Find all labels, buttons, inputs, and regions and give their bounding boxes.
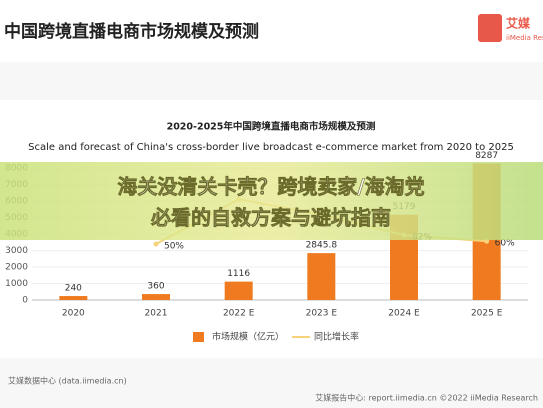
x-tick-label: 2022 E — [223, 309, 255, 319]
banner — [0, 162, 543, 240]
legend-label: 市场规模（亿元） — [212, 331, 284, 343]
y-tick-label: 1000 — [5, 279, 28, 289]
bar — [59, 296, 88, 300]
bar — [142, 294, 170, 300]
logo-icon — [478, 14, 502, 42]
value-label: 240 — [65, 284, 82, 294]
value-label: 60% — [495, 239, 515, 249]
header-bg — [0, 0, 543, 62]
value-label: 8287 — [475, 151, 498, 161]
value-label: 360 — [147, 282, 164, 292]
legend-swatch — [193, 332, 204, 342]
chart-subtitle: Scale and forecast of China's cross-bord… — [28, 142, 514, 153]
x-tick-label: 2025 E — [471, 309, 503, 319]
line-point — [153, 241, 159, 247]
x-tick-label: 2024 E — [388, 309, 420, 319]
x-tick-label: 2023 E — [306, 309, 338, 319]
value-label: 1116 — [227, 269, 250, 279]
x-tick-label: 2021 — [145, 309, 168, 319]
footer-right: 艾媒报告中心: report.iimedia.cn ©2022 iiMedia … — [315, 393, 538, 403]
banner-line: 海关没清关卡壳？跨境卖家/海淘党 — [117, 175, 424, 199]
logo-sub: iiMedia Resea — [506, 34, 543, 42]
banner-line: 必看的自救方案与避坑指南 — [150, 206, 391, 230]
y-tick-label: 2000 — [5, 263, 28, 273]
header-title: 中国跨境直播电商市场规模及预测 — [4, 21, 259, 42]
chart-title: 2020-2025年中国跨境直播电商市场规模及预测 — [167, 121, 376, 133]
value-label: 2845.8 — [306, 241, 338, 251]
legend-label: 同比增长率 — [314, 331, 359, 343]
bar — [224, 281, 253, 300]
y-tick-label: 0 — [22, 296, 28, 306]
source: 艾媒数据中心 (data.iimedia.cn) — [8, 376, 127, 386]
y-tick-label: 3000 — [5, 246, 28, 256]
x-tick-label: 2020 — [62, 309, 85, 319]
value-label: 50% — [164, 242, 184, 252]
bar — [307, 253, 336, 300]
logo: 艾媒 — [506, 16, 531, 31]
